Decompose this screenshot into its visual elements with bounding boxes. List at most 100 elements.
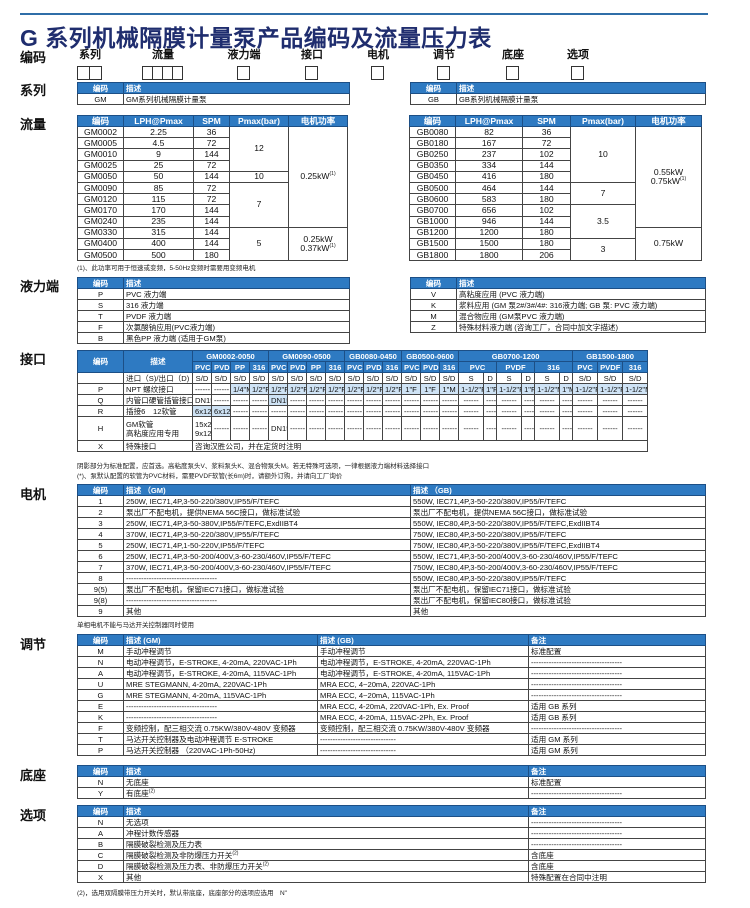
code-digit-box[interactable] — [89, 66, 102, 80]
table-cell: 1800 — [455, 249, 523, 262]
table-cell: 内管口硬管插管接口 — [123, 394, 193, 406]
table-cell: ------ — [325, 416, 345, 441]
table-cell: 416 — [455, 170, 523, 183]
cell-text: ------------------------------------ — [126, 712, 218, 722]
code-digit-box[interactable] — [506, 66, 519, 80]
cell-text: S/D — [347, 373, 361, 383]
cell-text: S/D — [195, 373, 209, 383]
code-digit-box[interactable] — [571, 66, 584, 80]
table-row: F 次氯酸钠应用(PVC液力端) — [77, 321, 350, 333]
cell-text: ------ — [252, 424, 268, 433]
table-cell: GB系列机械隔膜计量泵 — [456, 93, 706, 105]
table-cell: GM0050 — [77, 170, 124, 183]
cell-text: 备注 — [531, 635, 547, 645]
cell-text: 编码 — [92, 357, 109, 366]
table-cell: 750W, IEC80,4P,3-50-200/400V,3-60-230/46… — [410, 561, 706, 573]
table-cell: DN15 — [192, 394, 212, 406]
table-cell: ------------------------------------ — [528, 827, 706, 839]
cell-text: ------ — [290, 424, 306, 433]
series-gb-table: 编码 描述 GB GB系列机械隔膜计量泵 — [410, 82, 706, 105]
cell-text: NPT 螺纹接口 — [126, 384, 174, 394]
cell-text: 10 — [598, 148, 608, 159]
cell-text: 编码 — [92, 766, 109, 776]
table-cell: S/D — [439, 372, 460, 384]
cell-text: 插接6 12软管 — [126, 406, 177, 416]
cell-text: ------ — [328, 406, 344, 416]
cell-text: GM0170 — [84, 204, 117, 215]
cell-text: 9(8) — [93, 595, 108, 605]
table-cell: ------ — [572, 394, 599, 406]
cell-text: 其他 — [126, 606, 142, 616]
cell-text: 115 — [151, 193, 166, 204]
code-digit-box[interactable] — [305, 66, 318, 80]
cell-text: 6 — [98, 551, 103, 561]
cell-text: 170 — [151, 204, 166, 215]
table-cell: ------ — [458, 394, 485, 406]
table-row: M 手动冲程调节 手动冲程调节 标准配置 — [77, 645, 706, 657]
code-field-0: 系列 — [70, 46, 110, 80]
cell-text: ------ — [486, 424, 497, 433]
table-row: B 黑色PP 液力端 (适用于GM泵) — [77, 332, 350, 344]
table-cell: 含底座 — [528, 849, 706, 861]
cell-text: 其他 — [126, 872, 142, 882]
cell-text: 550W, IEC71,4P,3-50-200/400V,3-60-230/46… — [413, 551, 618, 561]
table-cell: 180 — [522, 237, 571, 251]
cell-text: 750W, IEC80,4P,3-50-220/380V,IP55/F/TEFC — [413, 529, 567, 539]
table-cell: G — [77, 689, 124, 701]
cell-text: GM0025 — [84, 160, 117, 171]
table-row: X 特殊接口 咨询汉胜公司，并在定货时注明 — [77, 440, 649, 452]
table-cell: 144 — [193, 237, 230, 251]
code-digit-box[interactable] — [237, 66, 250, 80]
table-cell: 1/2"F — [325, 383, 345, 395]
cell-text: 1"F — [524, 384, 535, 394]
table-cell: 1500 — [455, 237, 523, 251]
cell-text: 316 — [628, 362, 642, 372]
table-cell: 550W, IEC71,4P,3-50-200/400V,3-60-230/46… — [410, 550, 706, 562]
table-cell: GM0025 — [77, 159, 124, 172]
code-field-label: 接口 — [301, 49, 323, 61]
column-header: Pmax(bar) — [229, 115, 289, 127]
table-cell: P — [77, 744, 124, 756]
cell-text: ------------------------------------ — [126, 701, 218, 711]
table-cell: ------ — [622, 416, 649, 441]
cell-text: ------------------------------------ — [126, 573, 218, 583]
cell-text: ------------------------------------ — [531, 723, 623, 733]
table-cell: ------------------------------ — [317, 744, 529, 756]
cell-text: ------ — [486, 406, 497, 416]
cell-text: 1"F — [486, 384, 497, 394]
code-field-5: 调节 — [424, 46, 464, 80]
table-cell: 550W, IEC80,4P,3-50-220/380V,IP55/F/TEFC… — [410, 517, 706, 529]
column-header: 电机功率 — [288, 115, 348, 127]
cell-text: 1-1/2"M — [537, 384, 559, 394]
cell-text: S/D — [214, 373, 228, 383]
table-row: GB0080 82 36 10 0.55kW 0.75kW(1) — [409, 125, 702, 228]
cell-text: 描述 — [126, 806, 142, 816]
table-cell: 适用 GM 系列 — [528, 733, 706, 745]
table-cell: T — [77, 733, 124, 745]
column-header: LPH@Pmax — [123, 115, 194, 127]
cell-text: S/D — [328, 373, 342, 383]
table-cell: 235 — [123, 215, 194, 228]
code-digit-boxes — [558, 66, 598, 80]
table-cell: ------ — [401, 405, 422, 417]
cell-text: S/D — [233, 373, 247, 383]
cell-text: 250W, IEC71,4P,1-50-220V,IP55/F/TEFC — [126, 540, 265, 550]
cell-text: 167 — [481, 137, 497, 148]
table-row: GM0170 170 144 — [77, 204, 348, 217]
footnote-marker: (2) — [148, 787, 155, 794]
cell-text: 混合物应用 (GM泵PVC 液力端) — [459, 311, 565, 321]
cell-text: PVC — [577, 362, 593, 372]
table-cell: S/D — [249, 372, 269, 384]
code-digit-box[interactable] — [437, 66, 450, 80]
table-cell: ------ — [622, 405, 649, 417]
code-digit-box[interactable] — [172, 66, 183, 80]
cell-text: 315 — [151, 227, 166, 238]
code-digit-box[interactable] — [371, 66, 384, 80]
table-cell: D — [77, 860, 124, 872]
table-cell: S/D — [420, 372, 441, 384]
cell-text: 1/2"F — [252, 384, 269, 394]
table-cell: ------ — [363, 394, 383, 406]
table-cell: 334 — [455, 159, 523, 172]
code-field-2: 液力端 — [224, 46, 264, 80]
table-cell: ------ — [363, 416, 383, 441]
